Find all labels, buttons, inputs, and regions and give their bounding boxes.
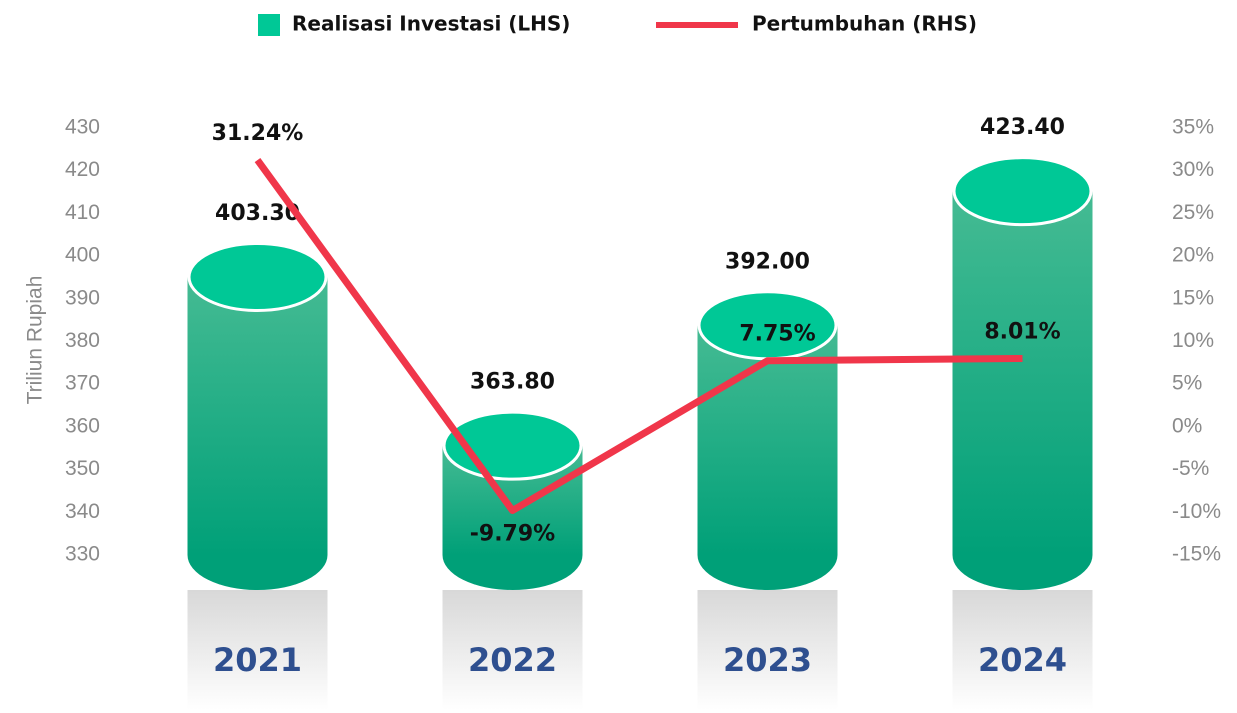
x-tick-label: 2024 [978,641,1067,679]
bar-value-label: 363.80 [470,370,555,395]
y2-tick-label: 10% [1172,329,1214,352]
y2-tick-label: 35% [1172,116,1214,139]
y-tick-label: 360 [65,414,100,437]
bar-value-label: 392.00 [725,249,810,274]
bar-reflection [442,590,583,710]
y2-tick-label: 15% [1172,286,1214,309]
legend-label: Realisasi Investasi (LHS) [292,12,570,36]
y-tick-label: 350 [65,457,100,480]
bar-value-label: 423.40 [980,115,1065,140]
bar-reflection [952,590,1093,710]
bar [187,242,328,590]
line-value-label: -9.79% [470,522,555,547]
y2-tick-label: -5% [1172,457,1209,480]
y-tick-label: 330 [65,543,100,566]
bar-body [187,277,328,555]
bar-body [952,191,1093,555]
line-value-label: 7.75% [739,322,815,347]
bar-reflection [187,590,328,710]
y-axis-title: Triliun Rupiah [24,276,47,405]
y2-tick-label: 30% [1172,158,1214,181]
line [254,158,1023,515]
y2-tick-label: 25% [1172,201,1214,224]
bar-top [187,242,328,313]
y2-tick-label: 5% [1172,372,1202,395]
bar-reflection [697,590,838,710]
x-tick-label: 2023 [723,641,812,679]
y-tick-label: 430 [65,116,100,139]
y2-tick-label: -10% [1172,500,1221,523]
x-tick-label: 2021 [213,641,302,679]
legend-swatch [258,14,280,36]
y-tick-label: 410 [65,201,100,224]
legend-label: Pertumbuhan (RHS) [752,12,977,36]
y-tick-label: 420 [65,158,100,181]
x-tick-label: 2022 [468,641,557,679]
y-tick-label: 340 [65,500,100,523]
y2-tick-label: 20% [1172,244,1214,267]
y-tick-label: 390 [65,286,100,309]
line-value-label: 31.24% [212,121,304,146]
line-value-label: 8.01% [984,319,1060,344]
y2-tick-label: -15% [1172,543,1221,566]
y-tick-label: 400 [65,244,100,267]
y2-tick-label: 0% [1172,414,1202,437]
bar-value-label: 403.30 [215,201,300,226]
y-tick-label: 380 [65,329,100,352]
bar [952,156,1093,590]
bar-top [952,156,1093,227]
y-tick-label: 370 [65,372,100,395]
